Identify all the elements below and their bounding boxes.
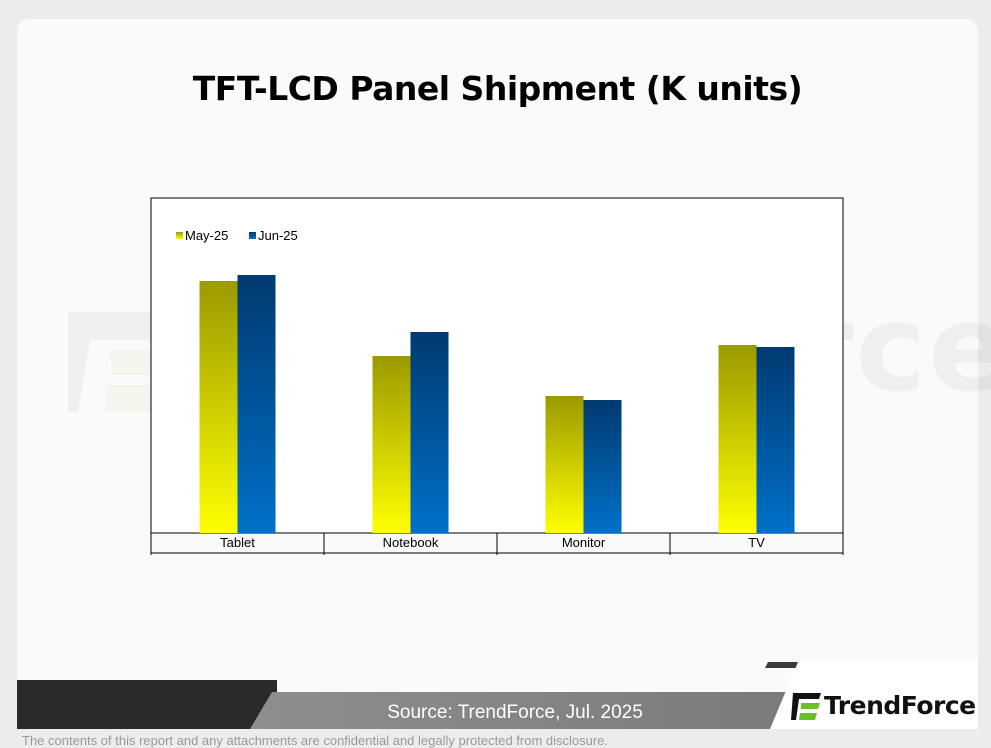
legend-swatch-jun-25 [249,232,256,239]
bar-may-25-tablet [199,281,238,533]
bar-jun-25-notebook [410,332,449,533]
footer-dark-band [17,680,277,729]
bars [199,275,795,533]
legend-swatch-may-25 [176,232,183,239]
disclaimer: The contents of this report and any atta… [22,733,609,748]
bar-jun-25-tv [756,347,795,533]
x-tick-label: Monitor [562,535,606,550]
x-tick-label: Tablet [220,535,255,550]
logo-text: TrendForce [824,691,976,720]
trendforce-logo-icon [791,693,821,720]
legend: May-25 Jun-25 [176,228,298,243]
footer-source-band [250,692,810,729]
x-tick-label: TV [748,535,765,550]
bar-may-25-monitor [545,396,584,533]
bar-jun-25-tablet [237,275,276,533]
bar-may-25-tv [718,345,757,533]
legend-label-may-25: May-25 [185,228,228,243]
page-title: TFT-LCD Panel Shipment (K units) [192,69,803,108]
x-axis: Tablet Notebook Monitor TV [150,533,844,555]
bar-jun-25-monitor [583,400,622,533]
legend-label-jun-25: Jun-25 [258,228,298,243]
x-tick-label: Notebook [383,535,439,550]
source-note: Source: TrendForce, Jul. 2025 [387,702,643,723]
bar-may-25-notebook [372,356,411,533]
